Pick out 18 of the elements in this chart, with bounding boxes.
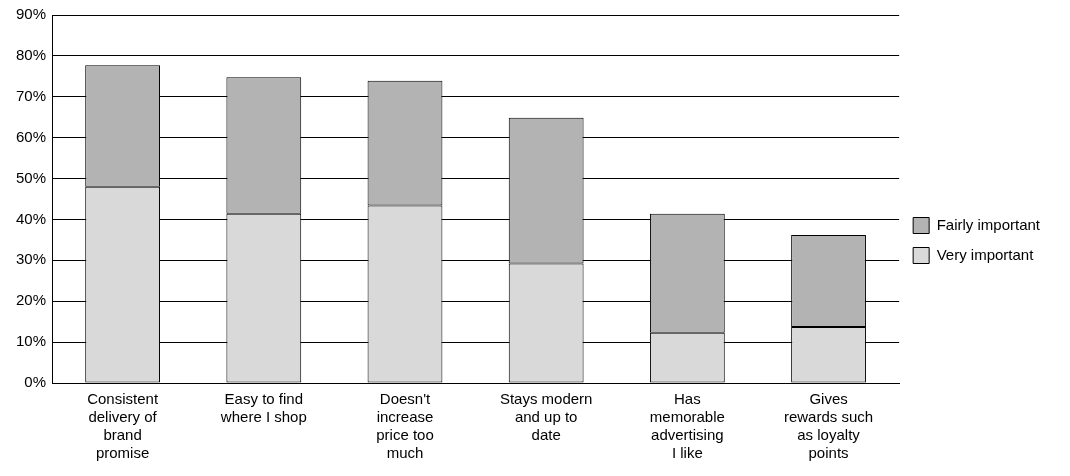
y-tick-label: 60% xyxy=(15,127,47,145)
y-tick-label: 0% xyxy=(24,373,47,391)
legend-label: Very important xyxy=(936,245,1035,263)
legend-label: Fairly important xyxy=(936,215,1041,233)
x-tick-label: Gives rewards such as loyalty points xyxy=(783,390,874,462)
x-tick-label: Doesn't increase price too much xyxy=(376,390,434,462)
y-tick-label: 20% xyxy=(15,291,47,309)
x-tick-label: Easy to find where I shop xyxy=(219,390,307,426)
x-tick-label: Stays modern and up to date xyxy=(499,390,593,444)
y-tick-label: 40% xyxy=(15,209,47,227)
x-tick-label: Has memorable advertising I like xyxy=(649,390,725,462)
x-tick-label: Consistent delivery of brand promise xyxy=(87,390,159,462)
y-tick-label: 80% xyxy=(15,46,47,64)
y-tick-label: 50% xyxy=(15,168,47,186)
y-tick-label: 90% xyxy=(15,5,47,23)
y-tick-label: 30% xyxy=(15,250,47,268)
y-tick-label: 10% xyxy=(15,332,47,350)
y-tick-label: 70% xyxy=(15,86,47,104)
